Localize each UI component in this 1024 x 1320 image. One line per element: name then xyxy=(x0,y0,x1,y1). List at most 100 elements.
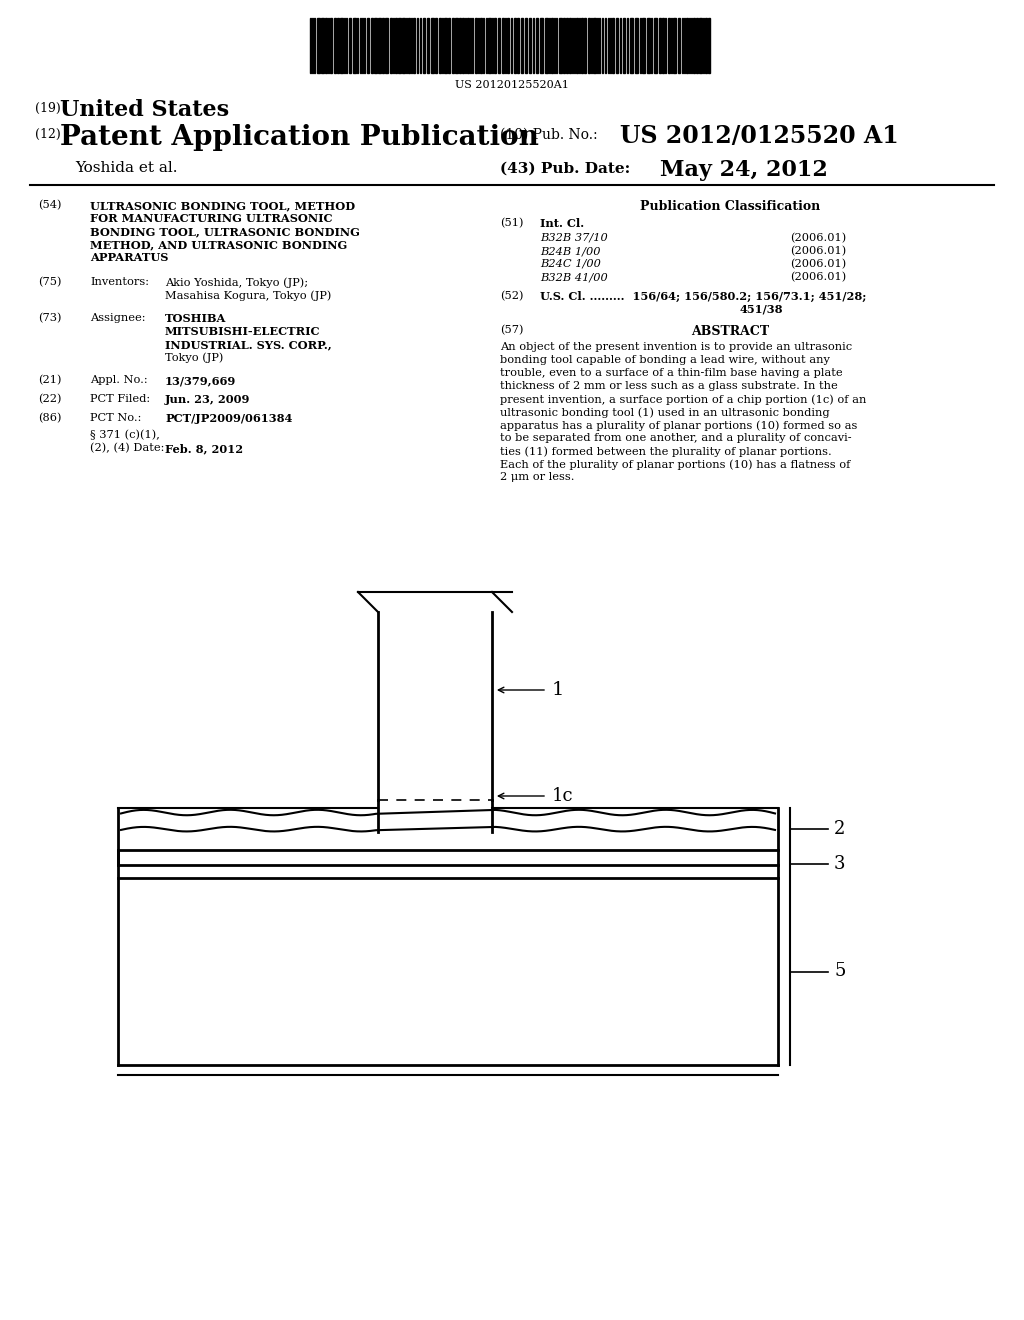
Bar xyxy=(334,18,336,73)
Bar xyxy=(525,18,527,73)
Text: B32B 37/10: B32B 37/10 xyxy=(540,234,608,243)
Bar xyxy=(696,18,698,73)
Text: Publication Classification: Publication Classification xyxy=(640,201,820,213)
Text: (2006.01): (2006.01) xyxy=(790,246,846,256)
Text: (57): (57) xyxy=(500,325,523,335)
Bar xyxy=(507,18,509,73)
Text: An object of the present invention is to provide an ultrasonic: An object of the present invention is to… xyxy=(500,342,852,352)
Text: Jun. 23, 2009: Jun. 23, 2009 xyxy=(165,393,251,405)
Bar xyxy=(330,18,332,73)
Bar xyxy=(686,18,688,73)
Text: (43) Pub. Date:: (43) Pub. Date: xyxy=(500,162,630,176)
Bar xyxy=(349,18,351,73)
Bar xyxy=(521,18,523,73)
Bar xyxy=(540,18,543,73)
Bar xyxy=(678,18,680,73)
Bar xyxy=(488,18,490,73)
Text: Akio Yoshida, Tokyo (JP);: Akio Yoshida, Tokyo (JP); xyxy=(165,277,308,288)
Bar xyxy=(581,18,583,73)
Text: present invention, a surface portion of a chip portion (1c) of an: present invention, a surface portion of … xyxy=(500,393,866,404)
Bar xyxy=(623,18,625,73)
Text: 13/379,669: 13/379,669 xyxy=(165,375,237,385)
Text: ABSTRACT: ABSTRACT xyxy=(691,325,769,338)
Bar xyxy=(642,18,645,73)
Text: (19): (19) xyxy=(35,102,60,115)
Text: (10) Pub. No.:: (10) Pub. No.: xyxy=(500,128,598,143)
Text: (73): (73) xyxy=(38,313,61,323)
Bar xyxy=(462,18,464,73)
Bar xyxy=(374,18,377,73)
Text: 1: 1 xyxy=(552,681,564,700)
Bar xyxy=(475,18,477,73)
Text: 5: 5 xyxy=(834,962,846,981)
Bar xyxy=(575,18,578,73)
Text: (86): (86) xyxy=(38,413,61,424)
Bar xyxy=(371,18,373,73)
Bar xyxy=(654,18,657,73)
Text: thickness of 2 mm or less such as a glass substrate. In the: thickness of 2 mm or less such as a glas… xyxy=(500,381,838,391)
Bar xyxy=(431,18,434,73)
Text: US 2012/0125520 A1: US 2012/0125520 A1 xyxy=(620,124,899,148)
Text: to be separated from one another, and a plurality of concavi-: to be separated from one another, and a … xyxy=(500,433,852,444)
Text: United States: United States xyxy=(60,99,229,121)
Text: (51): (51) xyxy=(500,218,523,228)
Bar xyxy=(317,18,319,73)
Bar xyxy=(563,18,565,73)
Bar xyxy=(705,18,707,73)
Bar xyxy=(647,18,650,73)
Text: 2: 2 xyxy=(834,820,846,838)
Text: ultrasonic bonding tool (1) used in an ultrasonic bonding: ultrasonic bonding tool (1) used in an u… xyxy=(500,407,829,417)
Bar xyxy=(467,18,469,73)
Text: (2006.01): (2006.01) xyxy=(790,234,846,243)
Text: trouble, even to a surface of a thin-film base having a plate: trouble, even to a surface of a thin-fil… xyxy=(500,368,843,378)
Bar xyxy=(494,18,496,73)
Bar xyxy=(480,18,482,73)
Bar xyxy=(514,18,516,73)
Text: (75): (75) xyxy=(38,277,61,288)
Bar xyxy=(402,18,406,73)
Text: Yoshida et al.: Yoshida et al. xyxy=(75,161,177,176)
Bar xyxy=(390,18,392,73)
Text: ties (11) formed between the plurality of planar portions.: ties (11) formed between the plurality o… xyxy=(500,446,831,457)
Bar xyxy=(413,18,415,73)
Bar xyxy=(459,18,461,73)
Text: PCT/JP2009/061384: PCT/JP2009/061384 xyxy=(165,413,293,424)
Text: apparatus has a plurality of planar portions (10) formed so as: apparatus has a plurality of planar port… xyxy=(500,420,857,430)
Text: METHOD, AND ULTRASONIC BONDING: METHOD, AND ULTRASONIC BONDING xyxy=(90,239,347,249)
Text: (12): (12) xyxy=(35,128,60,141)
Bar xyxy=(340,18,343,73)
Text: Inventors:: Inventors: xyxy=(90,277,150,286)
Bar xyxy=(668,18,670,73)
Bar xyxy=(673,18,676,73)
Text: 3: 3 xyxy=(834,855,846,873)
Text: Appl. No.:: Appl. No.: xyxy=(90,375,147,385)
Text: 1c: 1c xyxy=(552,787,573,805)
Bar xyxy=(423,18,425,73)
Text: Each of the plurality of planar portions (10) has a flatness of: Each of the plurality of planar portions… xyxy=(500,459,850,470)
Bar xyxy=(444,18,447,73)
Bar xyxy=(659,18,662,73)
Text: APPARATUS: APPARATUS xyxy=(90,252,168,263)
Bar xyxy=(559,18,562,73)
Bar xyxy=(408,18,410,73)
Bar xyxy=(551,18,553,73)
Bar xyxy=(662,18,664,73)
Bar xyxy=(635,18,638,73)
Text: Masahisa Kogura, Tokyo (JP): Masahisa Kogura, Tokyo (JP) xyxy=(165,290,332,301)
Text: BONDING TOOL, ULTRASONIC BONDING: BONDING TOOL, ULTRASONIC BONDING xyxy=(90,226,359,238)
Bar xyxy=(378,18,381,73)
Bar xyxy=(382,18,384,73)
Bar xyxy=(385,18,388,73)
Bar xyxy=(321,18,324,73)
Bar xyxy=(398,18,401,73)
Bar xyxy=(325,18,327,73)
Text: (54): (54) xyxy=(38,201,61,210)
Text: Int. Cl.: Int. Cl. xyxy=(540,218,584,228)
Bar xyxy=(353,18,356,73)
Bar xyxy=(439,18,441,73)
Text: (2006.01): (2006.01) xyxy=(790,259,846,269)
Text: (22): (22) xyxy=(38,393,61,404)
Bar xyxy=(452,18,454,73)
Bar xyxy=(593,18,596,73)
Bar xyxy=(630,18,633,73)
